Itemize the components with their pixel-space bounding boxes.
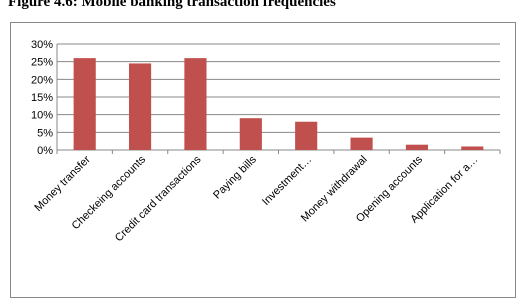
x-tick-label: Money transfer [32,153,93,214]
y-tick-label: 5% [37,127,53,139]
bar [405,144,429,150]
y-tick-label: 20% [31,74,53,86]
bar [184,58,207,151]
y-tick-label: 25% [31,57,53,69]
y-tick-label: 0% [37,145,53,157]
bar [295,121,318,150]
chart-frame [10,22,516,298]
chart-title: Figure 4.6: Mobile banking transaction f… [8,0,336,10]
y-tick-label: 15% [31,92,53,104]
x-tick-label: Investment… [260,154,314,208]
bar [128,63,152,150]
y-tick-label: 10% [31,110,53,122]
bar [461,146,484,150]
y-tick-label: 30% [31,39,53,51]
bar [350,137,373,150]
x-tick-label: Paying bills [211,153,259,201]
bar [239,118,262,150]
bar [73,58,96,151]
